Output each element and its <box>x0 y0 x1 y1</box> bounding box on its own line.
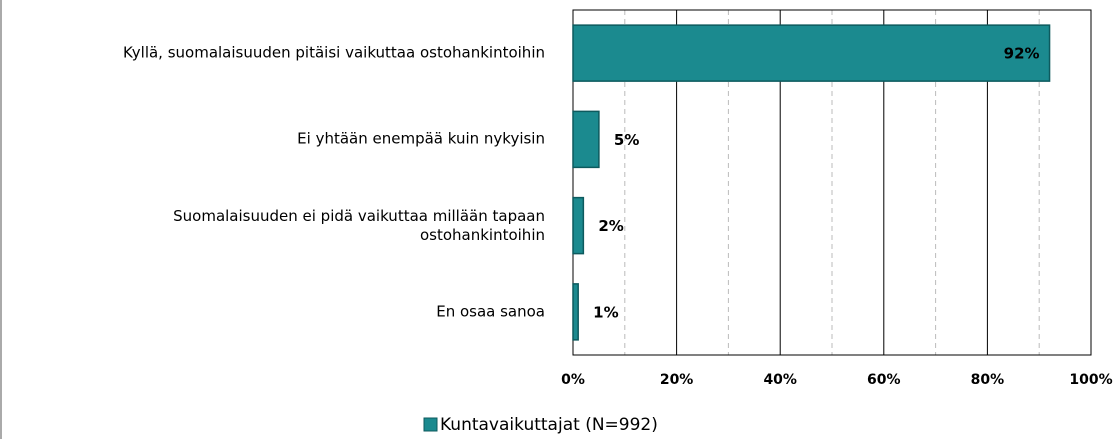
bar <box>572 110 600 169</box>
x-tick-label: 60% <box>867 372 901 388</box>
x-tick-label: 0% <box>561 372 585 388</box>
value-label: 1% <box>593 303 618 321</box>
x-tick-label: 80% <box>971 372 1005 388</box>
bar <box>572 196 585 255</box>
legend-label: Kuntavaikuttajat (N=992) <box>440 415 658 435</box>
value-label: 2% <box>598 217 623 235</box>
bar <box>572 283 579 341</box>
bar <box>572 24 1051 82</box>
value-label: 5% <box>614 131 639 149</box>
category-label: En osaa sanoa <box>436 302 545 321</box>
value-label: 92% <box>1004 45 1040 63</box>
x-tick-label: 40% <box>763 372 797 388</box>
plot-border <box>572 9 1092 356</box>
category-label: Kyllä, suomalaisuuden pitäisi vaikuttaa … <box>123 43 545 62</box>
legend-swatch <box>423 417 438 432</box>
x-tick-label: 100% <box>1069 372 1112 388</box>
category-label: Suomalaisuuden ei pidä vaikuttaa millään… <box>173 206 545 244</box>
x-tick-label: 20% <box>660 372 694 388</box>
category-label: Ei yhtään enempää kuin nykyisin <box>297 129 545 148</box>
